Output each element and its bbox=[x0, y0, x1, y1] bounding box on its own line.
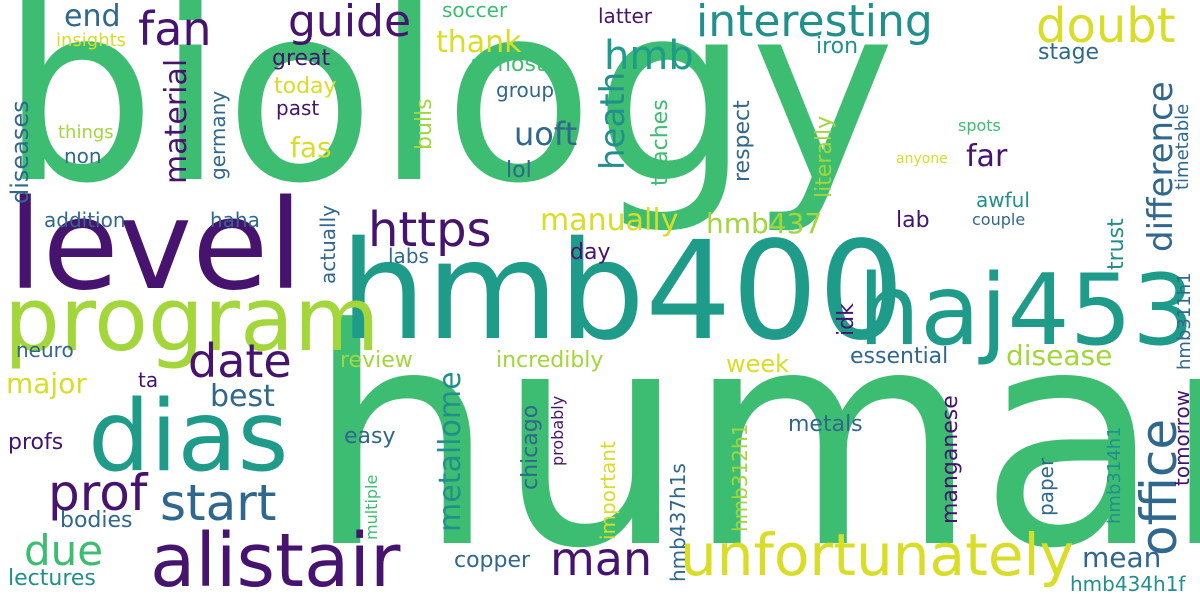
word-hmb437: hmb437 bbox=[706, 207, 823, 240]
word-anyone: anyone bbox=[896, 151, 948, 167]
word-uoft: uoft bbox=[514, 115, 578, 153]
word-major: major bbox=[6, 367, 87, 400]
word-profs: profs bbox=[8, 430, 64, 455]
word-great: great bbox=[272, 46, 331, 71]
word-iron: iron bbox=[816, 34, 859, 59]
word-group: group bbox=[496, 78, 555, 102]
word-material: material bbox=[159, 58, 194, 184]
word-insights: insights bbox=[56, 30, 127, 51]
word-hmb312h1: hmb312h1 bbox=[728, 423, 752, 532]
word-manganese: manganese bbox=[938, 395, 963, 524]
word-day: day bbox=[570, 240, 611, 265]
word-prof: prof bbox=[48, 464, 148, 522]
word-tomorrow: tomorrow bbox=[1170, 389, 1194, 486]
word-unfortunately: unfortunately bbox=[680, 521, 1074, 589]
word-dias: dias bbox=[88, 380, 289, 494]
word-level: level bbox=[8, 174, 303, 318]
word-hmb437h1s: hmb437h1s bbox=[666, 463, 690, 582]
word-teaches: teaches bbox=[648, 99, 673, 186]
word-manually: manually bbox=[540, 203, 679, 238]
word-due: due bbox=[24, 526, 104, 575]
word-biology: biology bbox=[0, 0, 896, 238]
word-date: date bbox=[188, 334, 292, 388]
word-today: today bbox=[274, 74, 337, 99]
word-awful: awful bbox=[976, 188, 1030, 212]
word-best: best bbox=[210, 379, 275, 414]
word-human: human bbox=[306, 265, 1200, 600]
word-start: start bbox=[160, 474, 277, 532]
word-probably: probably bbox=[548, 395, 567, 466]
word-trust: trust bbox=[1104, 218, 1129, 270]
word-labs: labs bbox=[388, 244, 429, 268]
word-essential: essential bbox=[850, 344, 949, 369]
word-hmb314h1: hmb314h1 bbox=[1104, 426, 1125, 524]
word-soccer: soccer bbox=[442, 0, 508, 22]
word-timetable: timetable bbox=[1172, 103, 1193, 190]
word-heath: heath bbox=[593, 71, 633, 170]
word-program: program bbox=[4, 268, 380, 371]
word-end: end bbox=[64, 0, 121, 34]
word-important: important bbox=[596, 441, 620, 540]
word-multiple: multiple bbox=[362, 474, 381, 540]
word-past: past bbox=[276, 96, 320, 120]
word-fan: fan bbox=[138, 2, 212, 56]
word-https: https bbox=[368, 202, 492, 258]
word-haj453: haj453 bbox=[858, 254, 1195, 368]
word-week: week bbox=[726, 350, 790, 378]
word-neuro: neuro bbox=[16, 338, 74, 362]
word-incredibly: incredibly bbox=[496, 348, 604, 373]
word-mean: mean bbox=[1082, 541, 1162, 574]
word-hmb311h1: hmb311h1 bbox=[1174, 272, 1195, 370]
word-hmb: hmb bbox=[604, 33, 694, 79]
word-things: things bbox=[58, 122, 114, 143]
word-lol: lol bbox=[506, 158, 532, 183]
word-interesting: interesting bbox=[696, 0, 933, 47]
word-idk: idk bbox=[834, 303, 859, 336]
word-chicago: chicago bbox=[518, 404, 543, 490]
word-easy: easy bbox=[344, 424, 396, 449]
word-literally: literally bbox=[812, 115, 837, 198]
word-fas: fas bbox=[290, 131, 332, 164]
word-actually: actually bbox=[316, 205, 340, 284]
word-stage: stage bbox=[1038, 40, 1100, 65]
word-thank: thank bbox=[436, 25, 522, 60]
word-addition: addition bbox=[44, 208, 126, 232]
word-metals: metals bbox=[788, 412, 863, 437]
word-far: far bbox=[966, 139, 1008, 174]
word-metallome: metallome bbox=[433, 371, 468, 532]
word-respect: respect bbox=[730, 100, 755, 182]
word-bulls: bulls bbox=[412, 98, 437, 150]
word-alistair: alistair bbox=[150, 518, 401, 600]
word-hmb434h1f: hmb434h1f bbox=[1070, 572, 1186, 596]
word-germany: germany bbox=[206, 90, 230, 180]
word-lab: lab bbox=[896, 208, 930, 233]
word-diseases: diseases bbox=[6, 100, 34, 204]
word-latter: latter bbox=[598, 4, 653, 28]
word-disease: disease bbox=[1006, 339, 1113, 372]
word-copper: copper bbox=[454, 548, 531, 573]
word-couple: couple bbox=[972, 210, 1026, 229]
word-paper: paper bbox=[1034, 457, 1058, 516]
word-lectures: lectures bbox=[8, 566, 96, 591]
word-doubt: doubt bbox=[1036, 0, 1176, 54]
word-non: non bbox=[64, 144, 102, 168]
word-hmb400: hmb400 bbox=[340, 213, 905, 371]
word-haha: haha bbox=[210, 208, 260, 232]
word-man: man bbox=[550, 532, 653, 586]
word-spots: spots bbox=[958, 116, 1001, 135]
word-bodies: bodies bbox=[60, 508, 133, 533]
word-almost: almost bbox=[470, 52, 545, 77]
word-guide: guide bbox=[288, 0, 412, 47]
word-review: review bbox=[340, 348, 413, 373]
word-ta: ta bbox=[138, 368, 159, 392]
